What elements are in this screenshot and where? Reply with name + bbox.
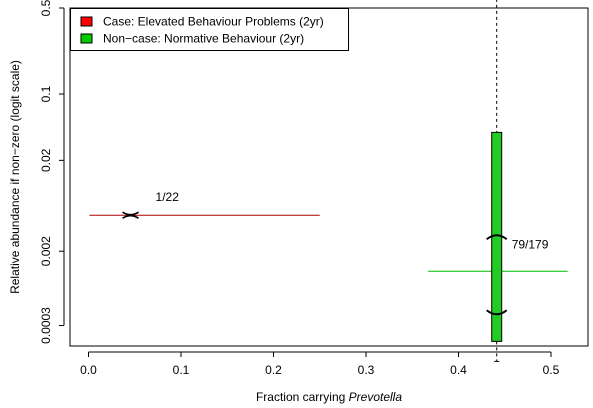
- y-axis-label: Relative abundance if non−zero (logit sc…: [8, 60, 22, 294]
- x-tick-label: 0.4: [450, 363, 467, 377]
- x-axis-label-prefix: Fraction carrying: [256, 390, 349, 404]
- legend-swatch: [80, 33, 93, 44]
- notch-lower: [486, 309, 508, 316]
- legend-label: Non−case: Normative Behaviour (2yr): [103, 32, 304, 46]
- y-tick-label: 0.002: [39, 236, 53, 266]
- notch-upper: [486, 234, 508, 241]
- legend-label: Case: Elevated Behaviour Problems (2yr): [103, 15, 324, 29]
- x-tick-label: 0.0: [80, 363, 97, 377]
- count-label: 1/22: [156, 190, 180, 204]
- series-non-case: 79/179: [427, 0, 568, 362]
- y-tick-label: 0.0003: [39, 307, 53, 344]
- y-tick-label: 0.02: [39, 148, 53, 172]
- legend-swatch: [80, 16, 93, 27]
- x-tick-label: 0.5: [543, 363, 560, 377]
- legend: Case: Elevated Behaviour Problems (2yr) N…: [70, 8, 349, 51]
- series-layer: 1/22 79/179: [89, 0, 568, 362]
- y-tick-label: 0.1: [39, 85, 53, 102]
- legend-box: [70, 8, 349, 51]
- x-tick-label: 0.1: [173, 363, 190, 377]
- y-tick-label: 0.5: [39, 0, 53, 16]
- x-axis: 0.0 0.1 0.2 0.3 0.4 0.5: [80, 351, 560, 377]
- y-axis: 0.5 0.1 0.02 0.002 0.0003: [39, 0, 65, 344]
- count-label: 79/179: [512, 237, 549, 251]
- x-tick-label: 0.2: [265, 363, 282, 377]
- x-axis-label-italic: Prevotella: [349, 390, 403, 404]
- box: [491, 131, 503, 342]
- x-axis-label: Fraction carrying Prevotella: [256, 390, 402, 404]
- series-case: 1/22: [89, 190, 320, 219]
- x-tick-label: 0.3: [358, 363, 375, 377]
- plot-frame: [69, 7, 589, 347]
